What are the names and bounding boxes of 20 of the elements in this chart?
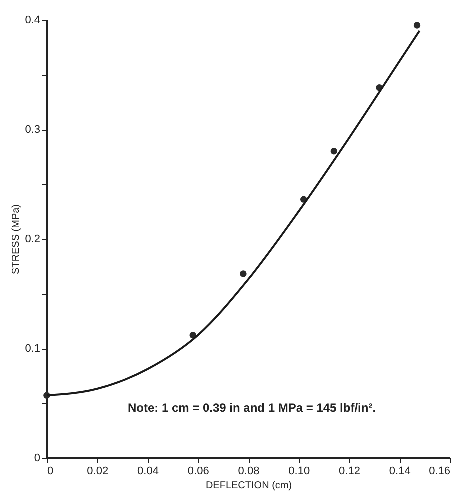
x-tick-label: 0.06	[188, 466, 210, 478]
x-tick-label: 0.10	[288, 466, 310, 478]
point	[330, 148, 338, 155]
x-tick-label: 0.12	[339, 466, 360, 478]
y-tick-label: 0.4	[25, 14, 40, 26]
y-axis-title: STRESS (MPa)	[11, 204, 22, 275]
y-tick-label: 0	[34, 452, 40, 464]
x-tick-label: 0.16	[429, 466, 450, 478]
annotation: Note: 1 cm = 0.39 in and 1 MPa = 145 lbf/in².	[128, 401, 376, 415]
x-tick-label: 0	[48, 466, 54, 478]
x-tick-label: 0.08	[238, 466, 260, 478]
y-tick-label: 0.1	[25, 343, 40, 355]
x-axis-title: DEFLECTION (cm)	[206, 480, 292, 492]
x-tick-label: 0.04	[138, 466, 159, 478]
x-tick-label: 0.14	[389, 466, 411, 478]
y-tick-label: 0.3	[25, 124, 40, 136]
x-tick-label: 0.02	[87, 466, 109, 478]
y-tick-label: 0.2	[25, 234, 40, 246]
point	[414, 22, 421, 29]
point	[240, 270, 247, 278]
